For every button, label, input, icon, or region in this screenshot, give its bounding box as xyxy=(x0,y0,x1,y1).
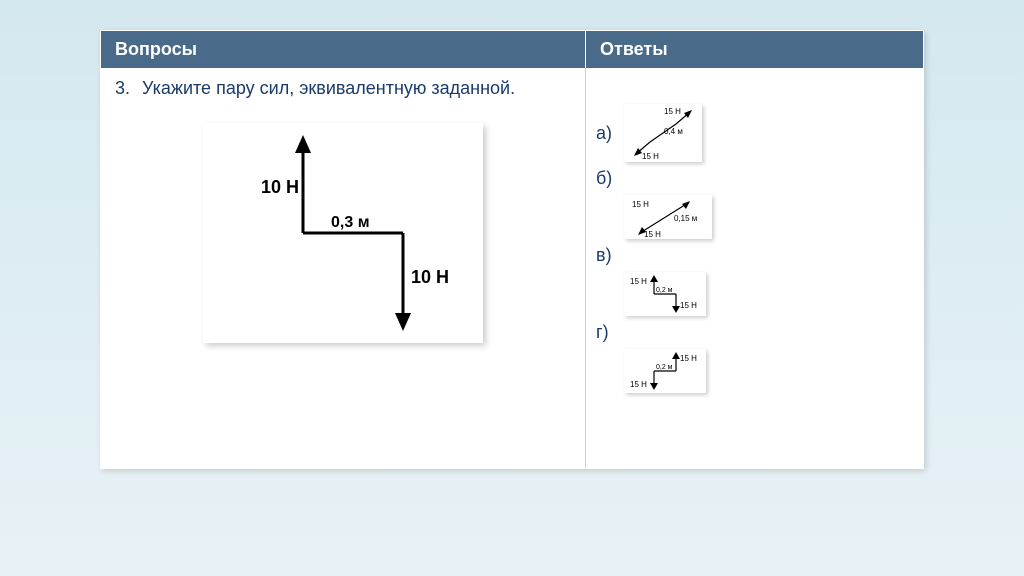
option-g-diagram: 15 Н 0,2 м 15 Н xyxy=(624,349,706,393)
svg-text:15 Н: 15 Н xyxy=(630,380,647,389)
question-text: Укажите пару сил, эквивалентную заданной… xyxy=(142,78,571,99)
svg-text:15 Н: 15 Н xyxy=(680,301,697,310)
svg-text:15 Н: 15 Н xyxy=(632,200,649,209)
option-b-label: б) xyxy=(596,168,624,189)
table-body: 3. Укажите пару сил, эквивалентную задан… xyxy=(101,68,923,468)
question-number: 3. xyxy=(115,78,130,99)
option-b-diagram: 15 Н 0,15 м 15 Н xyxy=(624,195,712,239)
svg-text:15 Н: 15 Н xyxy=(630,277,647,286)
question-cell: 3. Укажите пару сил, эквивалентную задан… xyxy=(101,68,586,468)
main-force-left: 10 Н xyxy=(261,177,299,197)
svg-text:0,2 м: 0,2 м xyxy=(656,287,673,294)
option-v-label: в) xyxy=(596,245,624,266)
option-g-label: г) xyxy=(596,322,624,343)
header-answers: Ответы xyxy=(586,31,923,68)
option-a-diagram: 15 Н 0,4 м 15 Н xyxy=(624,104,702,162)
qa-table: Вопросы Ответы 3. Укажите пару сил, экви… xyxy=(100,30,924,469)
answers-cell: а) 15 Н 0,4 м 15 Н xyxy=(586,68,923,468)
main-diagram: 10 Н 0,3 м 10 Н xyxy=(203,123,483,343)
svg-text:15 Н: 15 Н xyxy=(644,230,661,239)
table-header: Вопросы Ответы xyxy=(101,31,923,68)
svg-text:15 Н: 15 Н xyxy=(664,107,681,116)
svg-text:15 Н: 15 Н xyxy=(642,152,659,161)
option-a-label: а) xyxy=(596,123,624,144)
svg-text:0,15 м: 0,15 м xyxy=(674,214,697,223)
option-v-diagram: 15 Н 0,2 м 15 Н xyxy=(624,272,706,316)
main-distance: 0,3 м xyxy=(331,214,370,231)
svg-text:0,4 м: 0,4 м xyxy=(664,127,683,136)
main-force-right: 10 Н xyxy=(411,267,449,287)
svg-text:15 Н: 15 Н xyxy=(680,354,697,363)
svg-text:0,2 м: 0,2 м xyxy=(656,364,673,371)
header-questions: Вопросы xyxy=(101,31,586,68)
